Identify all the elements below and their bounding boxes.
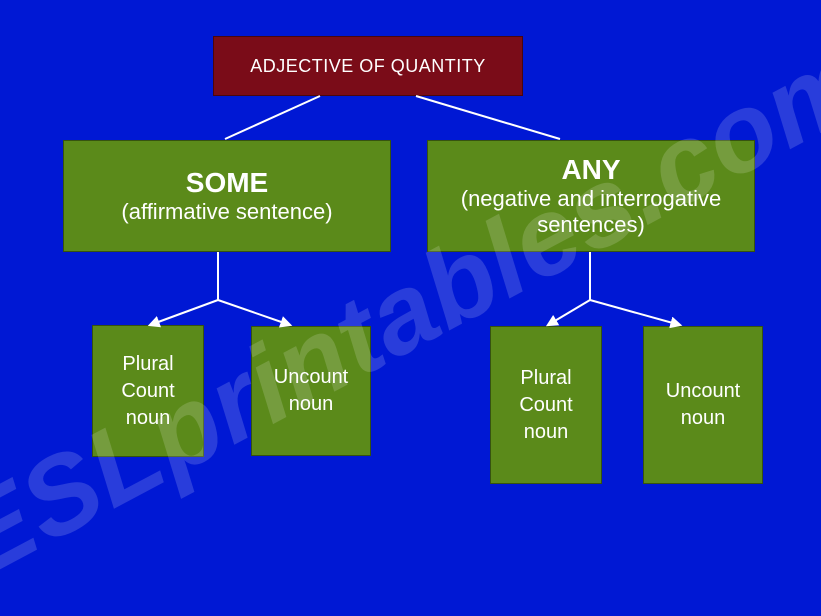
connector-lines bbox=[0, 0, 821, 616]
slide-canvas: ADJECTIVE OF QUANTITY SOME (affirmative … bbox=[0, 0, 821, 616]
